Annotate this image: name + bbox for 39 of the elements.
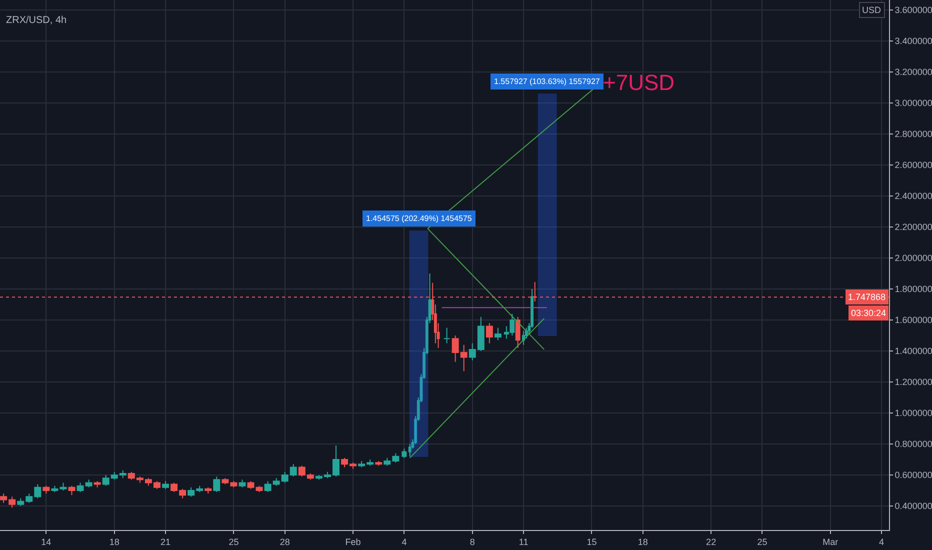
x-tick-label: 25 — [228, 536, 239, 547]
y-tick-label: 3.000000 — [894, 98, 932, 108]
y-tick-label: 2.600000 — [894, 160, 932, 170]
data-label: 1.557927 (103.63%) 1557927 — [494, 77, 600, 86]
y-tick-label: 1.000000 — [894, 408, 932, 418]
x-tick-label: 4 — [879, 536, 884, 547]
y-tick-label: 3.400000 — [894, 36, 932, 46]
x-tick-label: 11 — [518, 536, 528, 547]
annotation: 03:30:24 — [851, 308, 886, 318]
annotation: USD — [862, 5, 882, 15]
x-tick-label: 18 — [109, 536, 120, 547]
y-tick-label: 0.800000 — [894, 439, 932, 450]
y-tick-label: 2.400000 — [894, 191, 932, 202]
x-tick-label: 15 — [586, 536, 597, 547]
x-tick-label: 4 — [402, 536, 407, 547]
y-tick-label: 3.200000 — [894, 67, 932, 78]
x-tick-label: 28 — [280, 536, 290, 547]
y-tick-label: 1.600000 — [894, 315, 932, 326]
x-tick-label: 25 — [757, 536, 768, 547]
text: ZRX/USD, 4h — [6, 15, 67, 26]
y-tick-label: 2.200000 — [894, 222, 932, 232]
x-tick-label: 22 — [706, 536, 716, 547]
y-tick-label: 2.000000 — [894, 253, 932, 264]
x-tick-label: 8 — [470, 536, 475, 547]
y-tick-label: 0.600000 — [894, 470, 932, 480]
x-tick-label: 21 — [160, 536, 171, 547]
data-label: 1.454575 (202.49%) 1454575 — [366, 214, 472, 223]
y-tick-label: 2.800000 — [894, 129, 932, 140]
y-tick-label: 1.400000 — [894, 346, 932, 356]
y-tick-label: 1.200000 — [894, 377, 932, 388]
x-tick-label: Mar — [822, 536, 838, 547]
y-tick-label: 3.600000 — [894, 5, 932, 16]
y-tick-label: 1.800000 — [894, 284, 932, 294]
annotation: +7USD — [603, 70, 675, 95]
x-tick-label: Feb — [345, 536, 361, 547]
ref-line-label: 1.747868 — [848, 292, 886, 302]
x-tick-label: 18 — [638, 536, 648, 547]
y-tick-label: 0.400000 — [894, 501, 932, 512]
x-tick-label: 14 — [41, 536, 52, 547]
